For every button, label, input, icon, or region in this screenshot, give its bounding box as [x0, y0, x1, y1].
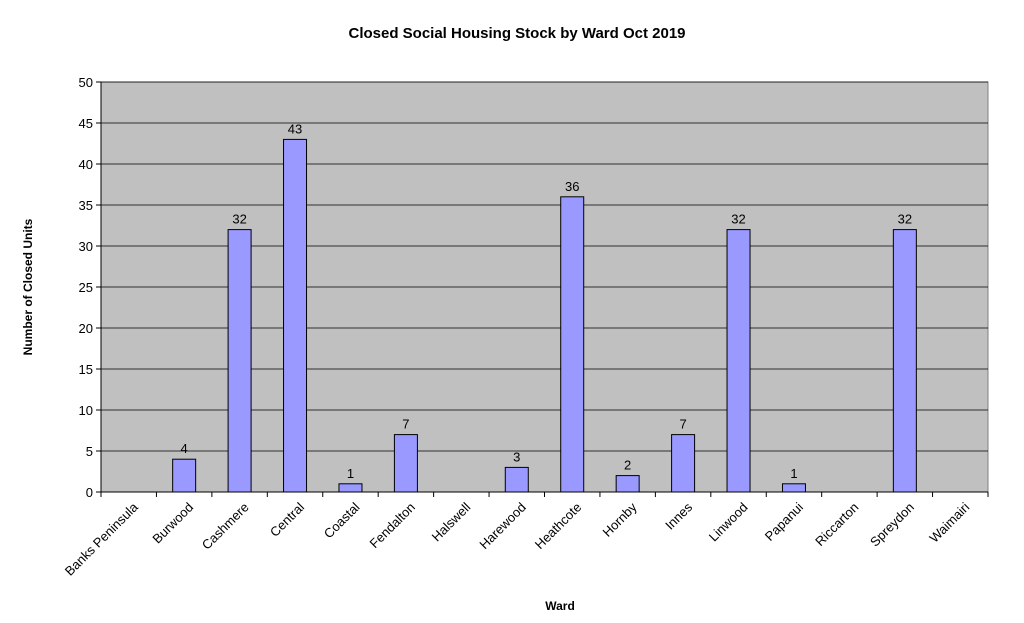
y-axis-title: Number of Closed Units [21, 218, 35, 355]
bar-linwood [726, 229, 751, 493]
data-labels: 4 32 43 1 7 3 36 2 7 32 1 32 [181, 121, 913, 480]
data-label: 7 [402, 417, 409, 432]
data-label: 2 [624, 458, 631, 473]
bar-hornby [615, 475, 640, 493]
y-tick-label: 5 [86, 444, 93, 459]
bar-papanui [781, 483, 806, 493]
x-tick-label: Fendalton [367, 500, 418, 551]
x-tick-label: Innes [662, 499, 695, 532]
x-axis-title: Ward [545, 599, 575, 613]
x-tick-label: Central [267, 499, 307, 539]
y-axis-tick-labels: 0 5 10 15 20 25 30 35 40 45 50 [79, 75, 93, 500]
y-tick-label: 10 [79, 403, 93, 418]
x-tick-label: Cashmere [199, 500, 252, 553]
x-tick-label: Papanui [762, 499, 806, 543]
y-tick-label: 35 [79, 198, 93, 213]
data-label: 32 [731, 212, 745, 227]
bar-heathcote [560, 196, 585, 493]
data-label: 4 [181, 441, 188, 456]
x-tick-label: Banks Peninsula [62, 499, 142, 579]
x-tick-label: Burwood [149, 500, 196, 547]
y-tick-label: 0 [86, 485, 93, 500]
bar-central [283, 138, 308, 493]
bar-harewood [504, 466, 529, 493]
data-label: 1 [347, 466, 354, 481]
x-tick-label: Halswell [429, 499, 474, 544]
x-tick-label: Linwood [706, 500, 751, 545]
data-label: 43 [288, 121, 302, 136]
bar-burwood [172, 458, 197, 493]
y-tick-label: 20 [79, 321, 93, 336]
x-tick-label: Riccarton [812, 500, 861, 549]
data-label: 32 [232, 212, 246, 227]
x-tick-label: Waimairi [926, 499, 972, 545]
x-tick-label: Spreydon [867, 500, 917, 550]
y-tick-label: 15 [79, 362, 93, 377]
data-label: 3 [513, 449, 520, 464]
x-tick-label: Coastal [321, 499, 363, 541]
y-tick-label: 25 [79, 280, 93, 295]
bar-spreydon [892, 229, 917, 493]
x-tick-label: Harewood [476, 500, 529, 553]
bars [172, 138, 917, 493]
data-label: 36 [565, 179, 579, 194]
bar-cashmere [227, 229, 252, 493]
bar-innes [671, 434, 696, 493]
y-tick-label: 30 [79, 239, 93, 254]
data-label: 7 [679, 417, 686, 432]
x-tick-label: Hornby [600, 499, 641, 540]
data-label: 1 [790, 466, 797, 481]
data-label: 32 [898, 212, 912, 227]
chart-title: Closed Social Housing Stock by Ward Oct … [348, 25, 685, 42]
y-tick-label: 50 [79, 75, 93, 90]
x-tick-label: Heathcote [532, 500, 585, 553]
y-tick-label: 40 [79, 157, 93, 172]
bar-coastal [338, 483, 363, 493]
bar-fendalton [393, 434, 418, 493]
y-tick-label: 45 [79, 116, 93, 131]
x-axis-tick-labels: Banks Peninsula Burwood Cashmere Central Coa… [62, 499, 973, 579]
